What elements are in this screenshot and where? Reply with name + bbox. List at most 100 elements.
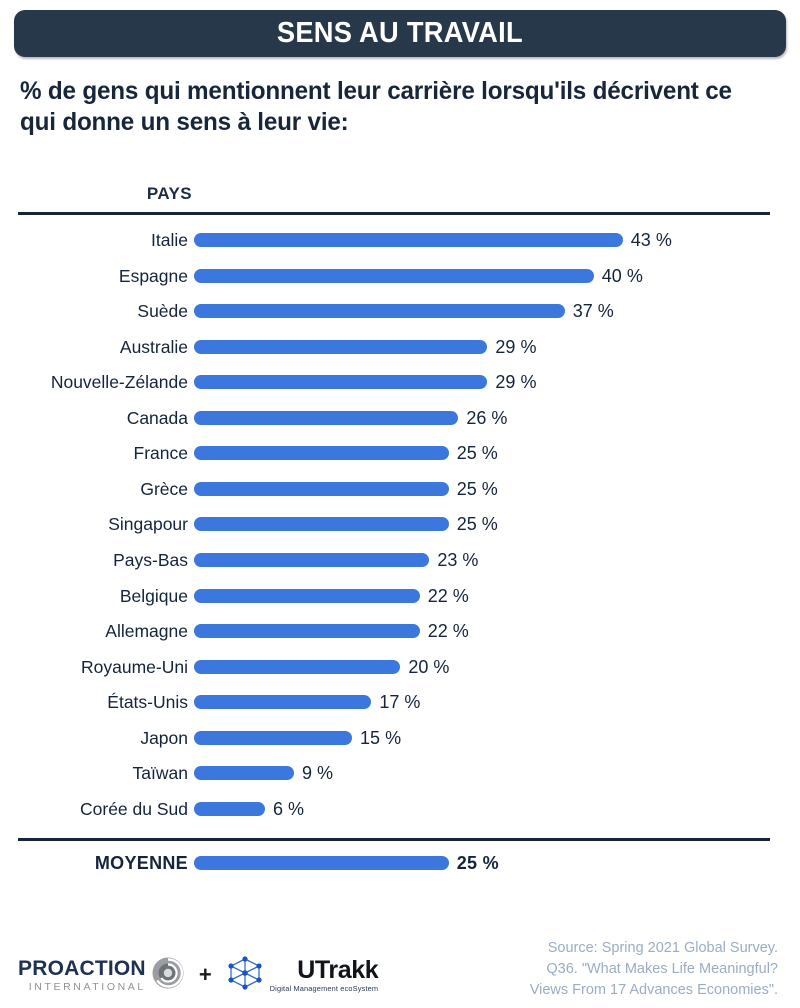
utrakk-name: UTrakk — [297, 955, 379, 984]
bar-row: Corée du Sud 6 % — [0, 797, 800, 821]
bar-label: France — [133, 443, 188, 464]
bar-label: Corée du Sud — [80, 798, 188, 819]
bar-fill — [194, 446, 449, 461]
bar-label: Japon — [140, 727, 188, 748]
bar-fill — [194, 801, 266, 816]
bar-fill — [194, 517, 449, 532]
bar-label: Belgique — [119, 585, 188, 606]
bar-track — [194, 766, 295, 781]
swirl-circle-icon — [151, 956, 185, 995]
bar-value: 22 % — [427, 621, 469, 642]
bar-value: 15 % — [360, 727, 402, 748]
bar-fill — [194, 552, 430, 567]
bar-track — [194, 233, 623, 247]
bar-fill — [194, 659, 401, 674]
bar-track — [194, 446, 449, 461]
bar-fill — [194, 588, 420, 603]
source-note: Source: Spring 2021 Global Survey. Q36. … — [530, 938, 778, 1001]
bar-value: 17 % — [379, 692, 421, 713]
bar-fill — [194, 730, 353, 745]
bar-track — [194, 304, 565, 319]
bar-track — [194, 659, 401, 674]
bar-value: 29 % — [495, 336, 537, 357]
proaction-name: PROACTION — [18, 956, 146, 980]
bar-value: 43 % — [630, 230, 672, 250]
bar-fill — [194, 304, 565, 319]
average-row: MOYENNE 25 % — [0, 851, 800, 875]
bar-value: 37 % — [572, 301, 614, 322]
bar-value: 22 % — [427, 585, 469, 606]
network-cube-icon — [226, 955, 264, 996]
average-bar-track — [194, 856, 449, 870]
bar-track — [194, 375, 488, 390]
bar-row: Royaume-Uni 20 % — [0, 655, 800, 679]
bar-track — [194, 268, 594, 283]
bar-row: France 25 % — [0, 441, 800, 465]
bar-value: 9 % — [302, 763, 334, 784]
utrakk-subtitle: Digital Management ecoSystem — [269, 983, 379, 993]
average-label: MOYENNE — [94, 853, 188, 873]
bar-row: Allemagne 22 % — [0, 619, 800, 643]
bar-track — [194, 588, 420, 603]
source-line-1: Source: Spring 2021 Global Survey. — [547, 940, 778, 956]
bar-row: Italie 43 % — [0, 228, 800, 252]
bar-row: Canada 26 % — [0, 406, 800, 430]
bar-row: Nouvelle-Zélande 29 % — [0, 370, 800, 394]
proaction-wordmark: PROACTION INTERNATIONAL — [18, 958, 146, 993]
bar-row: Espagne 40 % — [0, 264, 800, 288]
bar-track — [194, 517, 449, 532]
bar-value: 25 % — [456, 478, 498, 499]
bar-row: Suède 37 % — [0, 299, 800, 323]
bar-fill — [194, 766, 295, 781]
bar-track — [194, 801, 266, 816]
proaction-subtitle: INTERNATIONAL — [28, 980, 146, 993]
divider-top — [18, 212, 770, 215]
proaction-logo: PROACTION INTERNATIONAL — [18, 956, 185, 995]
bar-value: 25 % — [456, 514, 498, 535]
bar-label: Espagne — [118, 265, 188, 286]
plus-separator: + — [198, 962, 212, 987]
bar-value: 20 % — [408, 656, 450, 677]
bar-track — [194, 695, 372, 710]
bar-label: Australie — [119, 336, 188, 357]
bar-track — [194, 624, 420, 639]
bar-value: 29 % — [495, 372, 537, 393]
footer-logos: PROACTION INTERNATIONAL + — [18, 952, 379, 998]
page-title: SENS AU TRAVAIL — [276, 17, 524, 49]
bar-row: Taïwan 9 % — [0, 761, 800, 785]
bar-label: Canada — [126, 407, 188, 428]
bar-label: Taïwan — [132, 763, 188, 784]
subtitle-text: % de gens qui mentionnent leur carrière … — [20, 77, 732, 136]
bar-track — [194, 552, 430, 567]
average-bar-fill — [194, 856, 449, 870]
bar-value: 6 % — [273, 798, 305, 819]
bar-label: Italie — [151, 230, 188, 250]
bar-fill — [194, 410, 459, 425]
bar-track — [194, 339, 488, 354]
column-header-pays: PAYS — [146, 184, 192, 203]
bar-value: 23 % — [437, 549, 479, 570]
bar-value: 25 % — [456, 443, 498, 464]
bar-fill — [194, 695, 372, 710]
bar-value: 40 % — [601, 265, 643, 286]
bar-fill — [194, 624, 420, 639]
bar-track — [194, 730, 353, 745]
bar-label: Nouvelle-Zélande — [50, 372, 188, 393]
divider-bottom — [18, 838, 770, 841]
bar-label: États-Unis — [107, 692, 188, 713]
bar-row: Australie 29 % — [0, 335, 800, 359]
bar-row: Pays-Bas 23 % — [0, 548, 800, 572]
bar-label: Grèce — [140, 478, 188, 499]
average-value: 25 % — [456, 853, 499, 873]
bar-row: Singapour 25 % — [0, 512, 800, 536]
bar-label: Allemagne — [105, 621, 188, 642]
bar-fill — [194, 339, 488, 354]
header-banner: SENS AU TRAVAIL — [14, 10, 786, 57]
bar-label: Pays-Bas — [113, 549, 188, 570]
bar-row: Grèce 25 % — [0, 477, 800, 501]
bar-fill — [194, 268, 594, 283]
bar-row: Belgique 22 % — [0, 584, 800, 608]
bar-row: États-Unis 17 % — [0, 690, 800, 714]
bar-label: Singapour — [108, 514, 188, 535]
